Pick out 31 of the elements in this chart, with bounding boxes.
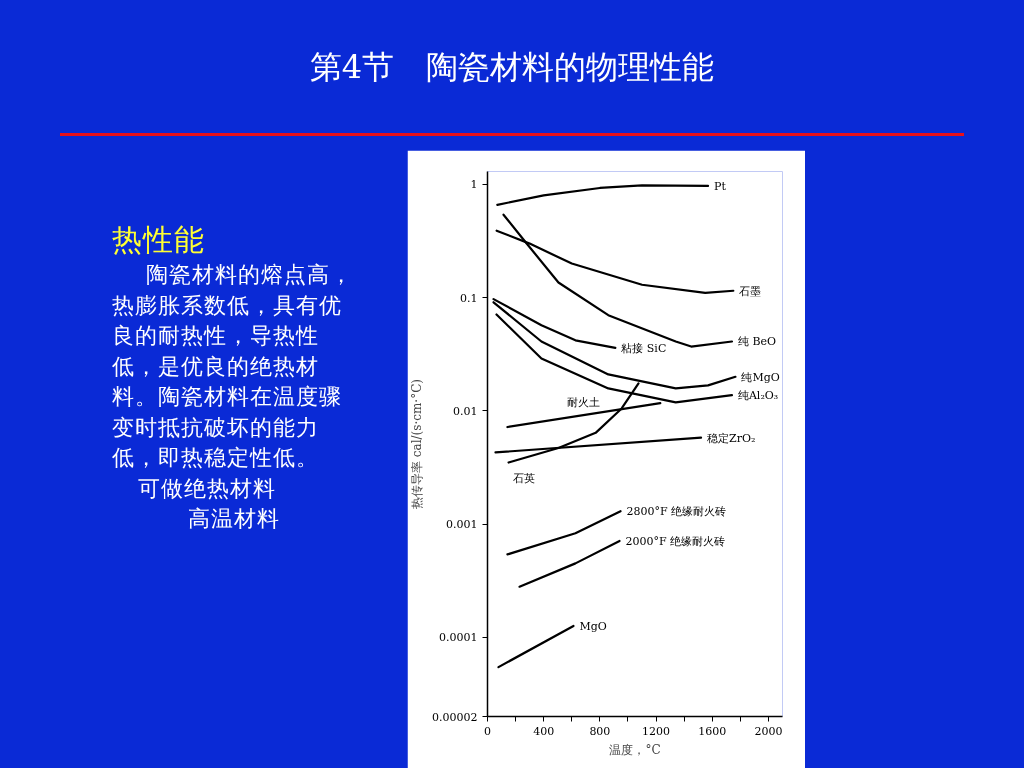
series-label: 粘接 SiC xyxy=(621,341,667,355)
y-tick-label: 0.0001 xyxy=(439,631,478,645)
y-axis-title: 热传导率 cal/(s·cm·°C) xyxy=(410,378,425,509)
series-label: 石英 xyxy=(512,471,535,485)
text: 陶瓷材料的熔点高，热膨胀系数低，具有优良的耐热性，导热性低，是优良的绝热材料。陶瓷材料在温度骤变时抵抗破坏的能力低，即热稳定性低。 xyxy=(112,261,354,472)
series-label: 2800°F 绝缘耐火砖 xyxy=(626,505,727,519)
series-label: MgO xyxy=(579,619,607,633)
chart-title: 第4节 陶瓷材料的物理性能 xyxy=(308,47,716,88)
series-label: 耐火土 xyxy=(566,396,600,410)
x-tick-label: 1200 xyxy=(642,724,671,738)
series-label: 2000°F 绝缘耐火砖 xyxy=(625,534,726,548)
x-tick-label: 1600 xyxy=(698,724,727,738)
x-tick-label: 2000 xyxy=(754,724,783,738)
x-tick-label: 400 xyxy=(533,724,555,738)
text: 高温材料 xyxy=(187,505,281,533)
y-tick-label: 0.001 xyxy=(446,518,478,532)
y-tick-label: 0.1 xyxy=(460,291,478,305)
series-label: 纯Al₂O₃ xyxy=(737,389,779,403)
x-tick-label: 0 xyxy=(484,724,491,738)
text: 热性能 xyxy=(112,221,206,259)
y-tick-label: 1 xyxy=(470,178,478,192)
y-tick-label: 0.01 xyxy=(453,404,478,418)
x-tick-label: 800 xyxy=(589,724,611,738)
series-label: Pt xyxy=(714,179,727,193)
y-tick-label: 0.00002 xyxy=(432,710,478,724)
text: 可做绝热材料 xyxy=(137,474,277,503)
series-label: 纯MgO xyxy=(741,370,780,384)
series-label: 石墨 xyxy=(739,284,762,298)
series-label: 纯 BeO xyxy=(737,335,777,349)
series-label: 稳定ZrO₂ xyxy=(707,431,756,445)
x-axis-title: 温度，°C xyxy=(609,742,661,757)
